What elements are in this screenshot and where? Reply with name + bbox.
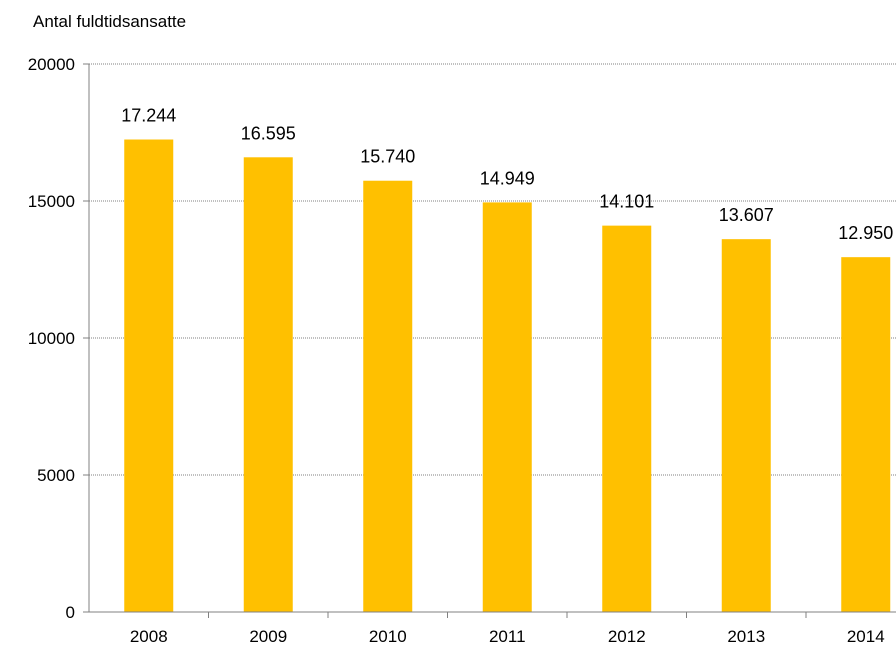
- x-tick-label: 2014: [847, 627, 885, 646]
- data-label: 14.949: [480, 168, 535, 188]
- bar-2009: [243, 157, 293, 612]
- y-tick-label: 15000: [28, 192, 75, 211]
- x-tick-label: 2009: [249, 627, 287, 646]
- bar-2014: [841, 257, 891, 612]
- y-axis-label: Antal fuldtidsansatte: [33, 12, 186, 31]
- y-tick-label: 10000: [28, 329, 75, 348]
- bar-2013: [721, 239, 771, 612]
- bar-2008: [124, 139, 174, 612]
- x-tick-label: 2008: [130, 627, 168, 646]
- x-tick-label: 2011: [489, 627, 526, 646]
- data-label: 16.595: [241, 123, 296, 143]
- bar-2010: [363, 180, 413, 612]
- y-tick-label: 20000: [28, 55, 75, 74]
- y-tick-label: 5000: [37, 466, 75, 485]
- axes: 0 5000 10000 15000 20000 2008 2009 2010 2011 2012…: [28, 55, 896, 646]
- x-tick-label: 2013: [727, 627, 765, 646]
- data-label: 13.607: [719, 205, 774, 225]
- data-label: 14.101: [599, 192, 654, 212]
- y-tick-label: 0: [66, 603, 75, 622]
- x-tick-label: 2012: [608, 627, 646, 646]
- data-label: 17.244: [121, 106, 176, 126]
- bar-2011: [482, 202, 532, 612]
- data-label: 15.740: [360, 147, 415, 167]
- bars: [124, 139, 891, 612]
- data-labels: 17.244 16.595 15.740 14.949 14.101 13.607 12.9…: [121, 106, 893, 244]
- bar-2012: [602, 225, 652, 612]
- x-tick-label: 2010: [369, 627, 407, 646]
- data-label: 12.950: [838, 223, 893, 243]
